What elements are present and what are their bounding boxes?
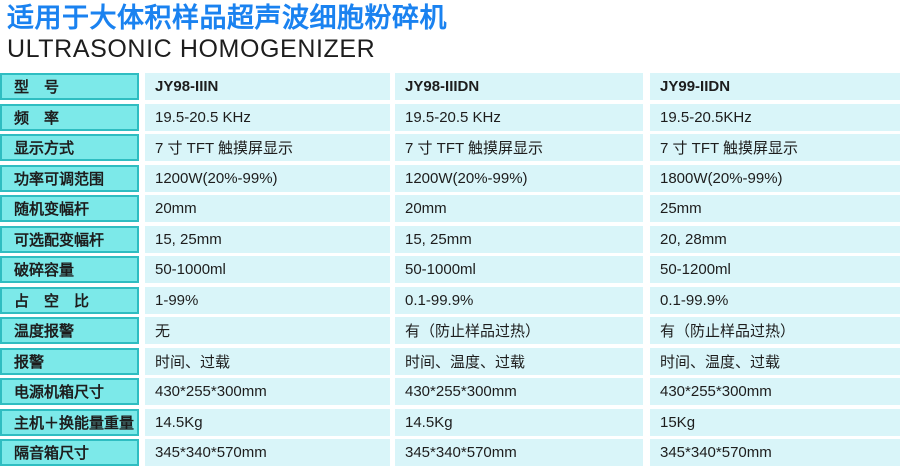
cell-value: 有（防止样品过热） <box>650 317 900 344</box>
page-title-english: ULTRASONIC HOMOGENIZER <box>7 35 376 63</box>
cell-value: 20mm <box>145 195 390 222</box>
cell-value: 20mm <box>395 195 643 222</box>
row-label: 占 空 比 <box>0 286 139 314</box>
cell-value: 1200W(20%-99%) <box>145 164 390 192</box>
cell-value: 时间、过载 <box>145 347 390 375</box>
cell-value: JY98-IIIN <box>145 73 390 100</box>
cell-value: 1800W(20%-99%) <box>650 164 900 192</box>
table-row: 隔音箱尺寸 345*340*570mm 345*340*570mm 345*340*5… <box>0 439 900 466</box>
cell-value: JY99-IIDN <box>650 73 900 100</box>
cell-value: 15Kg <box>650 408 900 436</box>
row-label: 主机＋换能量重量 <box>0 408 139 436</box>
cell-value: 430*255*300mm <box>395 378 643 405</box>
cell-value: 19.5-20.5 KHz <box>395 103 643 131</box>
cell-value: 时间、温度、过载 <box>650 347 900 375</box>
cell-value: 7 寸 TFT 触摸屏显示 <box>395 134 643 161</box>
table-row: 频 率 19.5-20.5 KHz 19.5-20.5 KHz 19.5-20.5KH… <box>0 103 900 131</box>
cell-value: 19.5-20.5 KHz <box>145 103 390 131</box>
row-label: 随机变幅杆 <box>0 195 139 222</box>
table-row: 报警 时间、过载 时间、温度、过载 时间、温度、过载 <box>0 347 900 375</box>
table-row: 功率可调范围 1200W(20%-99%) 1200W(20%-99%) 1800W(… <box>0 164 900 192</box>
row-label: 温度报警 <box>0 317 139 344</box>
cell-value: 0.1-99.9% <box>650 286 900 314</box>
table-row: 破碎容量 50-1000ml 50-1000ml 50-1200ml <box>0 256 900 283</box>
cell-value: 14.5Kg <box>145 408 390 436</box>
cell-value: 7 寸 TFT 触摸屏显示 <box>145 134 390 161</box>
cell-value: 1200W(20%-99%) <box>395 164 643 192</box>
cell-value: 有（防止样品过热） <box>395 317 643 344</box>
row-label: 显示方式 <box>0 134 139 161</box>
table-row: 主机＋换能量重量 14.5Kg 14.5Kg 15Kg <box>0 408 900 436</box>
row-label: 隔音箱尺寸 <box>0 439 139 466</box>
table-row: 占 空 比 1-99% 0.1-99.9% 0.1-99.9% <box>0 286 900 314</box>
cell-value: 0.1-99.9% <box>395 286 643 314</box>
cell-value: 14.5Kg <box>395 408 643 436</box>
spec-table: 型 号 JY98-IIIN JY98-IIIDN JY99-IIDN 频 率 19.5-2… <box>0 73 900 470</box>
table-row: 型 号 JY98-IIIN JY98-IIIDN JY99-IIDN <box>0 73 900 100</box>
table-row: 温度报警无有（防止样品过热） 有（防止样品过热） <box>0 317 900 344</box>
cell-value: 20, 28mm <box>650 225 900 253</box>
row-label: 功率可调范围 <box>0 164 139 192</box>
cell-value: 1-99% <box>145 286 390 314</box>
table-row: 显示方式 7 寸 TFT 触摸屏显示 7 寸 TFT 触摸屏显示 7 寸 TFT 触摸… <box>0 134 900 161</box>
cell-value: 25mm <box>650 195 900 222</box>
row-label: 可选配变幅杆 <box>0 225 139 253</box>
cell-value: 50-1000ml <box>145 256 390 283</box>
row-label: 破碎容量 <box>0 256 139 283</box>
table-row: 电源机箱尺寸 430*255*300mm 430*255*300mm 430*255*… <box>0 378 900 405</box>
row-label: 型 号 <box>0 73 139 100</box>
table-row: 随机变幅杆 20mm 20mm 25mm <box>0 195 900 222</box>
cell-value: 50-1200ml <box>650 256 900 283</box>
cell-value: 345*340*570mm <box>145 439 390 466</box>
row-label: 频 率 <box>0 103 139 131</box>
row-label: 电源机箱尺寸 <box>0 378 139 405</box>
cell-value: 19.5-20.5KHz <box>650 103 900 131</box>
page-title-chinese: 适用于大体积样品超声波细胞粉碎机 <box>7 3 447 33</box>
table-row: 可选配变幅杆 15, 25mm 15, 25mm 20, 28mm <box>0 225 900 253</box>
cell-value: 无 <box>145 317 390 344</box>
cell-value: 15, 25mm <box>395 225 643 253</box>
cell-value: 7 寸 TFT 触摸屏显示 <box>650 134 900 161</box>
cell-value: 50-1000ml <box>395 256 643 283</box>
cell-value: 345*340*570mm <box>650 439 900 466</box>
cell-value: 345*340*570mm <box>395 439 643 466</box>
cell-value: 430*255*300mm <box>145 378 390 405</box>
cell-value: 430*255*300mm <box>650 378 900 405</box>
row-label: 报警 <box>0 347 139 375</box>
cell-value: 时间、温度、过载 <box>395 347 643 375</box>
cell-value: 15, 25mm <box>145 225 390 253</box>
cell-value: JY98-IIIDN <box>395 73 643 100</box>
